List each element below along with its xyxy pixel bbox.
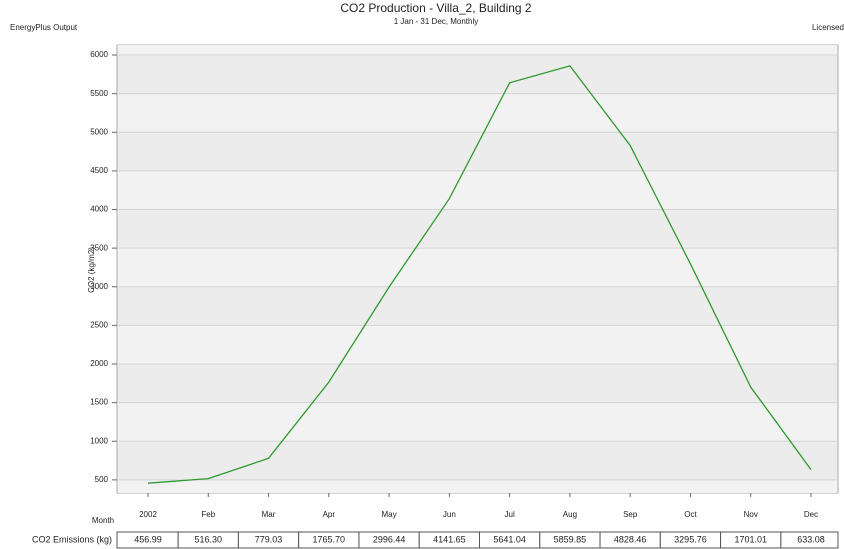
- table-value: 779.03: [255, 534, 283, 544]
- plot-band: [117, 45, 838, 56]
- x-axis-label: Month: [92, 516, 114, 525]
- table-row-label: CO2 Emissions (kg): [32, 534, 112, 544]
- x-tick-label: Oct: [684, 510, 697, 519]
- table-value: 5859.85: [554, 534, 587, 544]
- table-value: 4141.65: [433, 534, 466, 544]
- header-left: EnergyPlus Output: [10, 23, 78, 32]
- y-tick-label: 1500: [90, 398, 108, 407]
- chart-title: CO2 Production - Villa_2, Building 2: [340, 1, 532, 15]
- x-tick-label: Feb: [201, 510, 215, 519]
- x-tick-label: Apr: [323, 510, 336, 519]
- y-tick-label: 2000: [90, 359, 108, 368]
- y-axis-label: CO2 (kg/m2): [87, 247, 96, 293]
- table-value: 4828.46: [614, 534, 647, 544]
- x-tick-label: Aug: [563, 510, 577, 519]
- x-tick-label: Dec: [804, 510, 818, 519]
- y-tick-label: 3500: [90, 243, 108, 252]
- plot-band: [117, 170, 838, 210]
- plot-band: [117, 479, 838, 493]
- header-right: Licensed: [812, 23, 844, 32]
- y-tick-label: 5500: [90, 89, 108, 98]
- x-tick-label: Nov: [744, 510, 758, 519]
- plot-band: [117, 325, 838, 365]
- table-cell: [780, 531, 839, 549]
- table-value: 1765.70: [313, 534, 346, 544]
- data-line: [147, 65, 812, 484]
- y-tick-label: 3000: [90, 282, 108, 291]
- table-value: 456.99: [134, 534, 162, 544]
- y-tick-label: 1000: [90, 436, 108, 445]
- y-tick-label: 500: [95, 475, 109, 484]
- y-tick-label: 4500: [90, 166, 108, 175]
- x-tick-label: May: [382, 510, 397, 519]
- x-tick-label: Jul: [505, 510, 515, 519]
- y-tick-label: 5000: [90, 127, 108, 136]
- table-value: 516.30: [195, 534, 223, 544]
- plot-band: [117, 93, 838, 133]
- x-tick-label: 2002: [139, 510, 157, 519]
- x-tick-label: Mar: [262, 510, 276, 519]
- plot-band: [117, 248, 838, 287]
- x-tick-label: Jun: [443, 510, 456, 519]
- table-value: 5641.04: [493, 534, 526, 544]
- table-value: 3295.76: [674, 534, 707, 544]
- table-value: 1701.01: [734, 534, 767, 544]
- plot-band: [117, 402, 838, 442]
- y-tick-label: 4000: [90, 205, 108, 214]
- y-tick-label: 6000: [90, 50, 108, 59]
- y-tick-label: 2500: [90, 320, 108, 329]
- table-value: 2996.44: [373, 534, 406, 544]
- x-tick-label: Sep: [623, 510, 638, 519]
- chart-subtitle: 1 Jan - 31 Dec, Monthly: [394, 17, 478, 26]
- table-value: 633.08: [797, 534, 825, 544]
